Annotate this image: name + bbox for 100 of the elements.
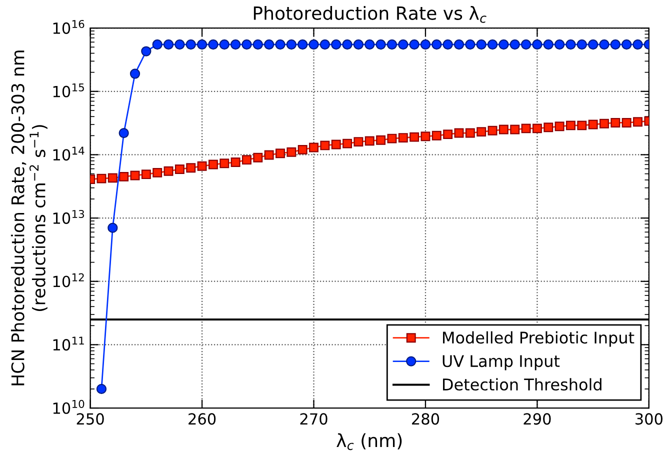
point	[130, 170, 140, 180]
point	[588, 120, 598, 130]
point	[566, 120, 576, 130]
point	[454, 39, 464, 50]
point	[398, 133, 408, 143]
point	[487, 39, 498, 50]
point	[420, 39, 431, 50]
point	[208, 39, 218, 50]
legend-label: Modelled Prebiotic Input	[443, 331, 634, 347]
point	[253, 152, 263, 162]
x-tick-label: 280	[412, 413, 440, 425]
x-tick-label: 260	[188, 413, 216, 425]
point	[544, 122, 554, 132]
point	[554, 122, 564, 132]
point	[476, 127, 486, 137]
point	[119, 172, 129, 182]
point	[364, 136, 374, 146]
point	[320, 140, 330, 150]
point	[286, 39, 296, 50]
x-tick-label: 290	[524, 413, 551, 425]
point	[566, 39, 576, 50]
point	[275, 39, 286, 50]
point	[264, 39, 274, 50]
point	[576, 39, 587, 50]
point	[443, 130, 453, 140]
point	[219, 39, 230, 50]
y-tick-label: 10$^{13}$	[53, 210, 84, 224]
point	[622, 118, 632, 128]
point	[610, 118, 620, 128]
point	[600, 118, 609, 128]
point	[108, 173, 118, 183]
point	[376, 135, 386, 145]
point	[354, 137, 364, 147]
point	[252, 39, 263, 50]
point	[141, 46, 152, 56]
point	[498, 39, 509, 50]
chart-title: Photoreduction Rate vs λ$_{c}$	[254, 6, 486, 23]
point	[331, 39, 342, 50]
point	[163, 39, 174, 50]
point	[118, 128, 129, 138]
point	[521, 124, 531, 134]
point	[599, 39, 610, 50]
point	[633, 117, 642, 127]
y-tick-label: 10$^{12}$	[53, 273, 84, 288]
point	[309, 142, 318, 152]
point	[342, 138, 352, 148]
point	[364, 39, 375, 50]
point	[622, 39, 632, 50]
point	[554, 39, 565, 50]
point	[298, 144, 308, 154]
point	[242, 155, 252, 165]
point	[196, 39, 208, 50]
point	[532, 124, 542, 134]
point	[264, 150, 274, 160]
point	[410, 132, 420, 142]
y-tick-label: 10$^{14}$	[53, 146, 84, 161]
point	[152, 39, 162, 50]
point	[308, 39, 319, 50]
point	[510, 39, 520, 50]
point	[342, 39, 352, 50]
point	[588, 39, 598, 50]
point	[186, 163, 196, 173]
point	[174, 164, 184, 174]
point	[420, 132, 430, 142]
point	[465, 128, 475, 138]
point	[610, 39, 620, 50]
point	[386, 39, 398, 50]
point	[242, 39, 252, 50]
point	[432, 130, 442, 140]
point	[320, 39, 330, 50]
point	[353, 39, 364, 50]
y-axis-title: HCN Photoreduction Rate, 200-303 nm (reductions cm$^{−2}$ s$^{−1}$)	[10, 50, 48, 386]
y-tick-label: 10$^{11}$	[53, 336, 84, 351]
y-tick-label: 10$^{15}$	[53, 83, 84, 98]
point	[164, 166, 174, 176]
point	[230, 158, 240, 167]
point	[432, 39, 442, 50]
point	[454, 128, 464, 138]
point	[520, 39, 532, 50]
point	[376, 39, 386, 50]
point	[543, 39, 554, 50]
point	[152, 168, 162, 178]
point	[220, 158, 230, 168]
point	[230, 39, 241, 50]
point	[632, 39, 643, 50]
y-tick-label: 10$^{10}$	[53, 400, 84, 414]
point	[96, 384, 107, 394]
point	[442, 39, 453, 50]
point	[276, 148, 285, 158]
x-tick-label: 250	[76, 413, 104, 425]
point	[387, 134, 397, 144]
point	[286, 147, 296, 157]
point	[532, 39, 542, 50]
point	[174, 39, 185, 50]
legend-label: UV Lamp Input	[442, 355, 560, 370]
point	[465, 39, 476, 50]
x-tick-label: 300	[636, 413, 662, 425]
point	[96, 174, 106, 184]
point	[498, 124, 508, 134]
point	[331, 140, 341, 150]
